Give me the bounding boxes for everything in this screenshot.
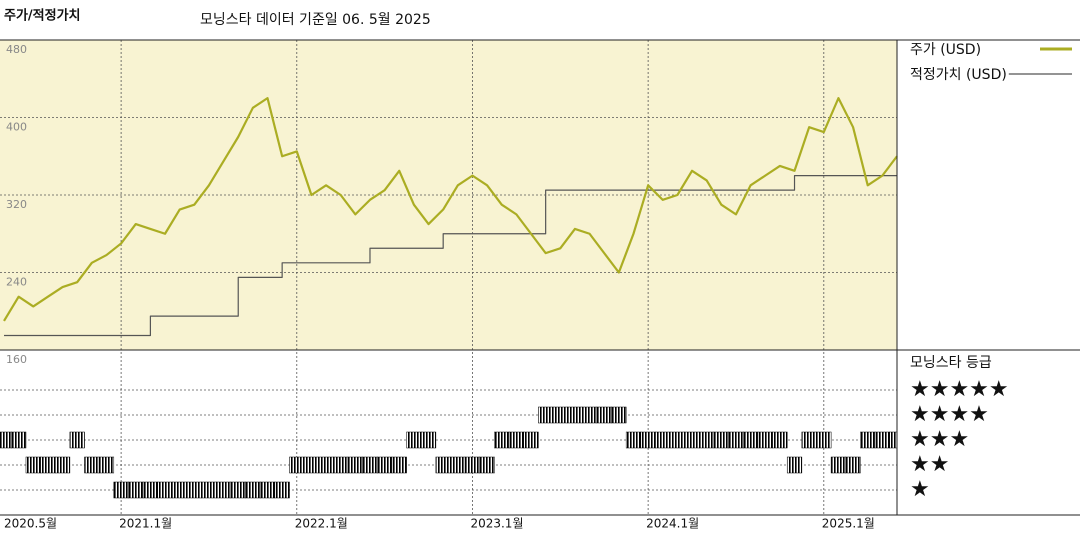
rating-bar (728, 431, 744, 449)
rating-bar (318, 456, 334, 474)
x-tick-label: 2025.1월 (822, 517, 875, 531)
rating-bar (552, 406, 568, 424)
x-tick-label: 2023.1월 (470, 517, 523, 531)
x-tick-label: 2020.5월 (4, 517, 57, 531)
rating-bar (40, 456, 56, 474)
rating-bar (406, 431, 422, 449)
rating-bar (172, 481, 188, 499)
rating-bar (713, 431, 729, 449)
rating-bar (801, 431, 817, 449)
rating-bar (757, 431, 773, 449)
rating-bar (743, 431, 759, 449)
rating-bar (420, 431, 437, 449)
rating-bar (245, 481, 261, 499)
rating-bar (274, 481, 290, 499)
rating-bar (391, 456, 407, 474)
rating-bar (142, 481, 158, 499)
rating-bar (567, 406, 583, 424)
y-tick-label: 400 (6, 121, 27, 134)
rating-bar (84, 456, 100, 474)
y-tick-label: 240 (6, 276, 27, 289)
rating-bar (377, 456, 393, 474)
rating-bar (494, 431, 510, 449)
rating-bar (303, 456, 319, 474)
rating-level-label: ★ (910, 477, 930, 502)
rating-bar (289, 456, 305, 474)
rating-bar (845, 456, 861, 474)
rating-bar (347, 456, 363, 474)
rating-bar (25, 456, 41, 474)
price-line (3, 97, 898, 322)
rating-bar (216, 481, 232, 499)
rating-bar (464, 456, 481, 474)
rating-bar (508, 431, 524, 449)
rating-level-label: ★★★★★ (910, 377, 1009, 402)
rating-level-label: ★★ (910, 452, 949, 477)
chart-title: 주가/적정가치 (4, 8, 81, 24)
rating-bar (625, 431, 642, 449)
rating-level-label: ★★★ (910, 427, 969, 452)
legend-label: 주가 (USD) (910, 42, 981, 58)
rating-bar (259, 481, 276, 499)
x-tick-label: 2024.1월 (646, 517, 699, 531)
x-tick-label: 2022.1월 (295, 517, 348, 531)
rating-bar (113, 481, 129, 499)
rating-bar (98, 456, 115, 474)
rating-bar (786, 456, 803, 474)
rating-bar (860, 431, 876, 449)
rating-bar (450, 456, 466, 474)
rating-bar (157, 481, 173, 499)
rating-bar (230, 481, 246, 499)
rating-bar (479, 456, 495, 474)
rating-bar (435, 456, 451, 474)
rating-bar (655, 431, 671, 449)
rating-bar (186, 481, 202, 499)
rating-bar (596, 406, 612, 424)
x-tick-label: 2021.1월 (119, 517, 172, 531)
y-tick-label: 160 (6, 353, 27, 366)
legend-label: 적정가치 (USD) (910, 67, 1007, 83)
fair-value-line (4, 175, 897, 337)
rating-bar (874, 431, 890, 449)
rating-bar (538, 406, 554, 424)
rating-bar (611, 406, 627, 424)
rating-title: 모닝스타 등급 (910, 355, 992, 371)
rating-level-label: ★★★★ (910, 402, 989, 427)
rating-bars (0, 406, 897, 499)
rating-bar (699, 431, 715, 449)
rating-bar (54, 456, 71, 474)
rating-bar (362, 456, 378, 474)
rating-bar (684, 431, 700, 449)
rating-bar (830, 456, 847, 474)
rating-bar (0, 431, 12, 449)
rating-bar (640, 431, 656, 449)
rating-bar (128, 481, 144, 499)
rating-bar (582, 406, 598, 424)
rating-bar (69, 431, 85, 449)
rating-bar (669, 431, 685, 449)
rating-bar (523, 431, 539, 449)
chart-subtitle: 모닝스타 데이터 기준일 06. 5월 2025 (200, 12, 431, 28)
y-tick-label: 480 (6, 43, 27, 56)
y-tick-label: 320 (6, 198, 27, 211)
rating-bar (333, 456, 349, 474)
rating-bar (201, 481, 217, 499)
rating-bar (772, 431, 788, 449)
rating-bar (816, 431, 832, 449)
rating-bar (11, 431, 27, 449)
